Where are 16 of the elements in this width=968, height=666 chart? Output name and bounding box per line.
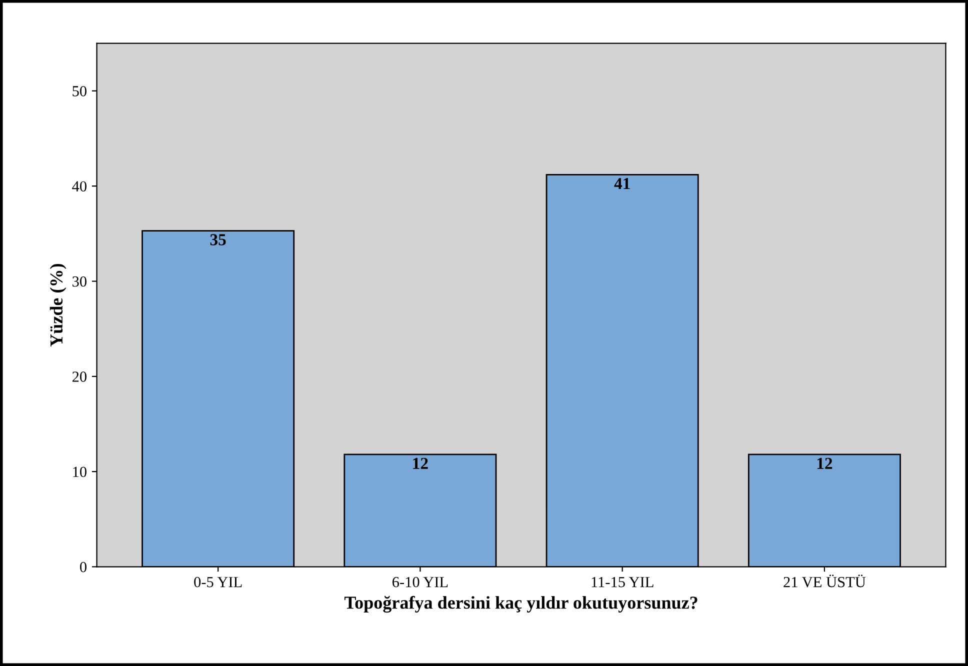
x-axis-title: Topoğrafya dersini kaç yıldır okutuyorsunuz? [344,596,698,613]
data-label: 35 [210,234,226,246]
y-tick-label: 30 [72,276,86,287]
y-tick-label: 50 [72,86,86,96]
data-label: 12 [817,458,832,469]
data-label: 41 [614,178,630,190]
y-tick-label: 10 [73,466,86,478]
data-label: 12 [413,458,428,469]
y-tick-label: 20 [72,372,86,382]
y-tick-label: 40 [72,181,86,192]
x-tick-label: 21 VE ÜSTÜ [784,574,866,588]
x-tick-label: 11-15 YIL [592,577,654,588]
y-axis-title: Yüzde (%) [50,264,66,347]
x-tick-label: 6-10 YIL [392,576,448,588]
y-tick-label: 0 [80,562,86,572]
x-tick-label: 0-5 YIL [194,576,242,588]
